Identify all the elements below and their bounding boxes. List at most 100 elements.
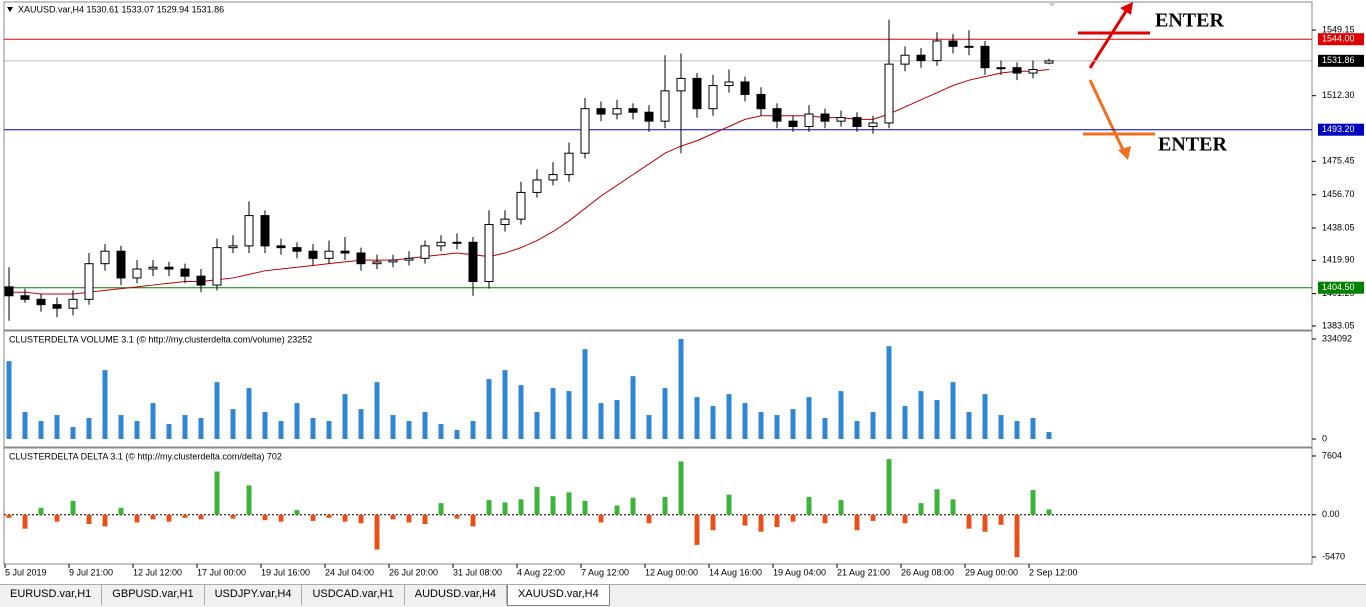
bar — [822, 514, 828, 524]
x-tick-label: 26 Aug 08:00 — [901, 567, 954, 577]
bar — [454, 430, 460, 439]
arrow-head — [1118, 146, 1131, 160]
shift-marker — [1048, 2, 1056, 7]
tab[interactable]: USDJPY.var,H4 — [205, 585, 303, 605]
candle-body — [756, 93, 766, 110]
bar — [454, 514, 460, 519]
bar — [214, 471, 220, 515]
candle-body — [1028, 68, 1038, 74]
tab[interactable]: EURUSD.var,H1 — [0, 585, 103, 605]
bar — [774, 415, 780, 439]
bar — [934, 489, 940, 515]
bar — [246, 485, 252, 515]
bar — [70, 427, 76, 439]
candle-body — [1044, 60, 1054, 64]
bar — [646, 415, 652, 439]
bar — [950, 382, 956, 439]
candle-body — [724, 81, 734, 87]
bar — [406, 421, 412, 439]
main-frame — [3, 1, 1313, 331]
candle-body — [308, 250, 318, 259]
bar — [662, 496, 668, 515]
bar — [438, 424, 444, 439]
bar — [790, 514, 796, 522]
bar — [182, 415, 188, 439]
bar — [966, 514, 972, 529]
candle-body — [324, 250, 334, 259]
x-tick-label: 4 Aug 22:00 — [517, 567, 565, 577]
bar — [486, 500, 492, 515]
bar — [982, 514, 988, 532]
bar — [534, 486, 540, 515]
bar — [774, 514, 780, 528]
bar — [374, 514, 380, 550]
candle-body — [1012, 67, 1022, 74]
bar — [726, 394, 732, 439]
x-tick-label: 24 Jul 04:00 — [325, 567, 374, 577]
candle-body — [468, 241, 478, 282]
bar — [470, 514, 476, 527]
bar — [166, 424, 172, 439]
bar — [38, 421, 44, 439]
x-tick-label: 17 Jul 00:00 — [197, 567, 246, 577]
candle-body — [868, 122, 878, 128]
annotation-red: ENTER — [1078, 2, 1224, 69]
candle-body — [916, 54, 926, 62]
bar — [118, 507, 124, 515]
level-label-bg — [1318, 281, 1364, 294]
x-tick-label: 19 Aug 04:00 — [773, 567, 826, 577]
tab[interactable]: USDCAD.var,H1 — [302, 585, 405, 605]
bar — [54, 514, 60, 522]
candle-body — [660, 90, 670, 122]
candle-body — [484, 223, 494, 283]
candle-body — [52, 304, 62, 309]
candle-body — [20, 295, 30, 300]
bar — [470, 421, 476, 439]
bar — [358, 409, 364, 439]
candle-body — [420, 245, 430, 259]
y-tick-label: 0.00 — [1322, 509, 1340, 519]
y-tick-label: 0 — [1322, 433, 1327, 443]
tab[interactable]: AUDUSD.var,H4 — [405, 585, 508, 605]
bar — [598, 403, 604, 439]
candle-body — [452, 241, 462, 244]
x-tick-label: 7 Aug 12:00 — [581, 567, 629, 577]
tab[interactable]: XAUUSD.var,H4 — [507, 585, 610, 606]
bar — [310, 418, 316, 439]
menu-triangle — [7, 7, 13, 12]
bar — [870, 412, 876, 439]
tab[interactable]: GBPUSD.var,H1 — [102, 585, 205, 605]
candle-body — [708, 85, 718, 110]
candle-body — [564, 152, 574, 176]
x-tick-label: 12 Jul 12:00 — [133, 567, 182, 577]
bar — [758, 412, 764, 439]
y-tick-label: -5470 — [1322, 551, 1345, 561]
bar — [902, 514, 908, 524]
bar — [886, 346, 892, 439]
volume-title: CLUSTERDELTA VOLUME 3.1 (© http://my.clu… — [9, 334, 312, 344]
bar — [582, 500, 588, 515]
bar — [1046, 432, 1052, 439]
candle-body — [884, 63, 894, 124]
bar — [486, 379, 492, 439]
last-price-label: 1531.86 — [1322, 55, 1355, 65]
candle-body — [196, 275, 206, 286]
candle-body — [788, 120, 798, 128]
y-tick-label: 334092 — [1322, 333, 1352, 343]
candle-body — [164, 266, 174, 270]
y-tick-label: 1475.45 — [1322, 156, 1355, 166]
candle-body — [900, 54, 910, 65]
bar — [710, 406, 716, 439]
bar — [262, 514, 268, 521]
bar — [134, 421, 140, 439]
x-tick-label: 21 Aug 21:00 — [837, 567, 890, 577]
bar — [678, 461, 684, 515]
bar — [278, 421, 284, 439]
bar — [422, 412, 428, 439]
bar — [838, 391, 844, 439]
bar — [934, 400, 940, 439]
candle-body — [4, 286, 14, 297]
bar — [614, 505, 620, 515]
annotation-orange: ENTER — [1083, 79, 1227, 160]
candle-body — [692, 77, 702, 110]
